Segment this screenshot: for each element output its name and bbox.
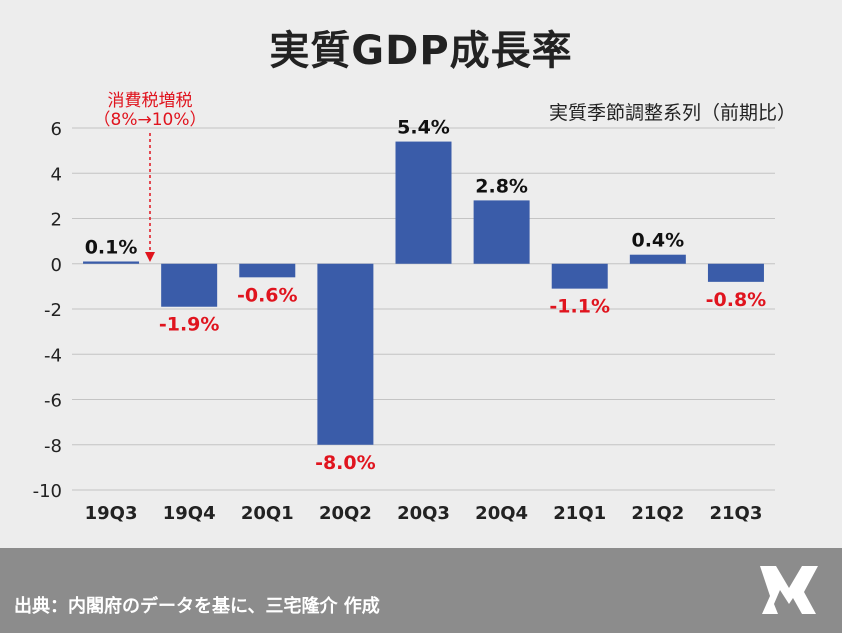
- x-tick-label: 19Q4: [163, 503, 216, 524]
- annotation-line1: 消費税増税: [108, 91, 193, 111]
- annotation-arrowhead: [145, 252, 155, 262]
- bar-19Q4: [161, 263, 218, 307]
- footer: 出典：内閣府のデータを基に、三宅隆介 作成: [0, 548, 842, 633]
- y-tick-label: 6: [51, 119, 62, 140]
- bar-20Q4: [473, 200, 530, 264]
- x-tick-label: 21Q3: [710, 503, 763, 524]
- bar-20Q1: [239, 263, 296, 278]
- y-axis-ticks: 6 4 2 0 -2 -4 -6 -8 -10: [33, 119, 62, 502]
- value-label: -8.0%: [315, 452, 376, 474]
- x-axis-ticks: 19Q3 19Q4 20Q1 20Q2 20Q3 20Q4 21Q1 21Q2 21Q3: [85, 503, 763, 524]
- value-label: 0.4%: [631, 230, 684, 252]
- y-tick-label: -8: [44, 436, 62, 457]
- y-tick-label: -4: [44, 345, 62, 366]
- chart-title: 実質GDP成長率: [269, 28, 573, 74]
- chart-subtitle: 実質季節調整系列（前期比）: [548, 102, 796, 124]
- x-tick-label: 21Q2: [631, 503, 684, 524]
- value-label: 5.4%: [397, 117, 450, 139]
- value-label: -0.6%: [237, 284, 298, 306]
- annotation-line2: （8%→10%）: [94, 110, 207, 130]
- value-label: 2.8%: [475, 175, 528, 197]
- x-tick-label: 21Q1: [553, 503, 606, 524]
- y-tick-label: 0: [51, 255, 62, 276]
- bar-19Q3: [83, 261, 140, 264]
- x-tick-label: 20Q2: [319, 503, 372, 524]
- y-tick-label: 2: [51, 210, 62, 231]
- x-tick-label: 19Q3: [85, 503, 138, 524]
- bar-21Q2: [629, 254, 686, 264]
- x-tick-label: 20Q1: [241, 503, 294, 524]
- bar-20Q2: [317, 263, 374, 445]
- value-label: -1.9%: [159, 314, 220, 336]
- tax-hike-annotation: 消費税増税 （8%→10%）: [94, 91, 207, 262]
- value-label: -1.1%: [549, 296, 610, 318]
- value-labels: 0.1% -1.9% -0.6% -8.0% 5.4% 2.8% -1.1% 0.4% -0.8…: [85, 117, 767, 474]
- value-label: 0.1%: [85, 236, 138, 258]
- brand-logo-icon: [760, 566, 818, 614]
- bar-21Q1: [551, 263, 608, 289]
- x-tick-label: 20Q4: [475, 503, 528, 524]
- bar-chart: 6 4 2 0 -2 -4 -6 -8 -10 0.1% -1.9% -0.6% -8.0% 5.4% 2…: [33, 91, 775, 524]
- source-text: 出典：内閣府のデータを基に、三宅隆介 作成: [14, 596, 380, 617]
- bars: [83, 141, 764, 445]
- bar-20Q3: [395, 141, 452, 264]
- bar-21Q3: [707, 263, 764, 282]
- x-tick-label: 20Q3: [397, 503, 450, 524]
- grid-lines: [72, 127, 775, 491]
- y-tick-label: -6: [44, 391, 62, 412]
- y-tick-label: 4: [51, 164, 62, 185]
- y-tick-label: -10: [33, 481, 62, 502]
- value-label: -0.8%: [706, 289, 767, 311]
- y-tick-label: -2: [44, 300, 62, 321]
